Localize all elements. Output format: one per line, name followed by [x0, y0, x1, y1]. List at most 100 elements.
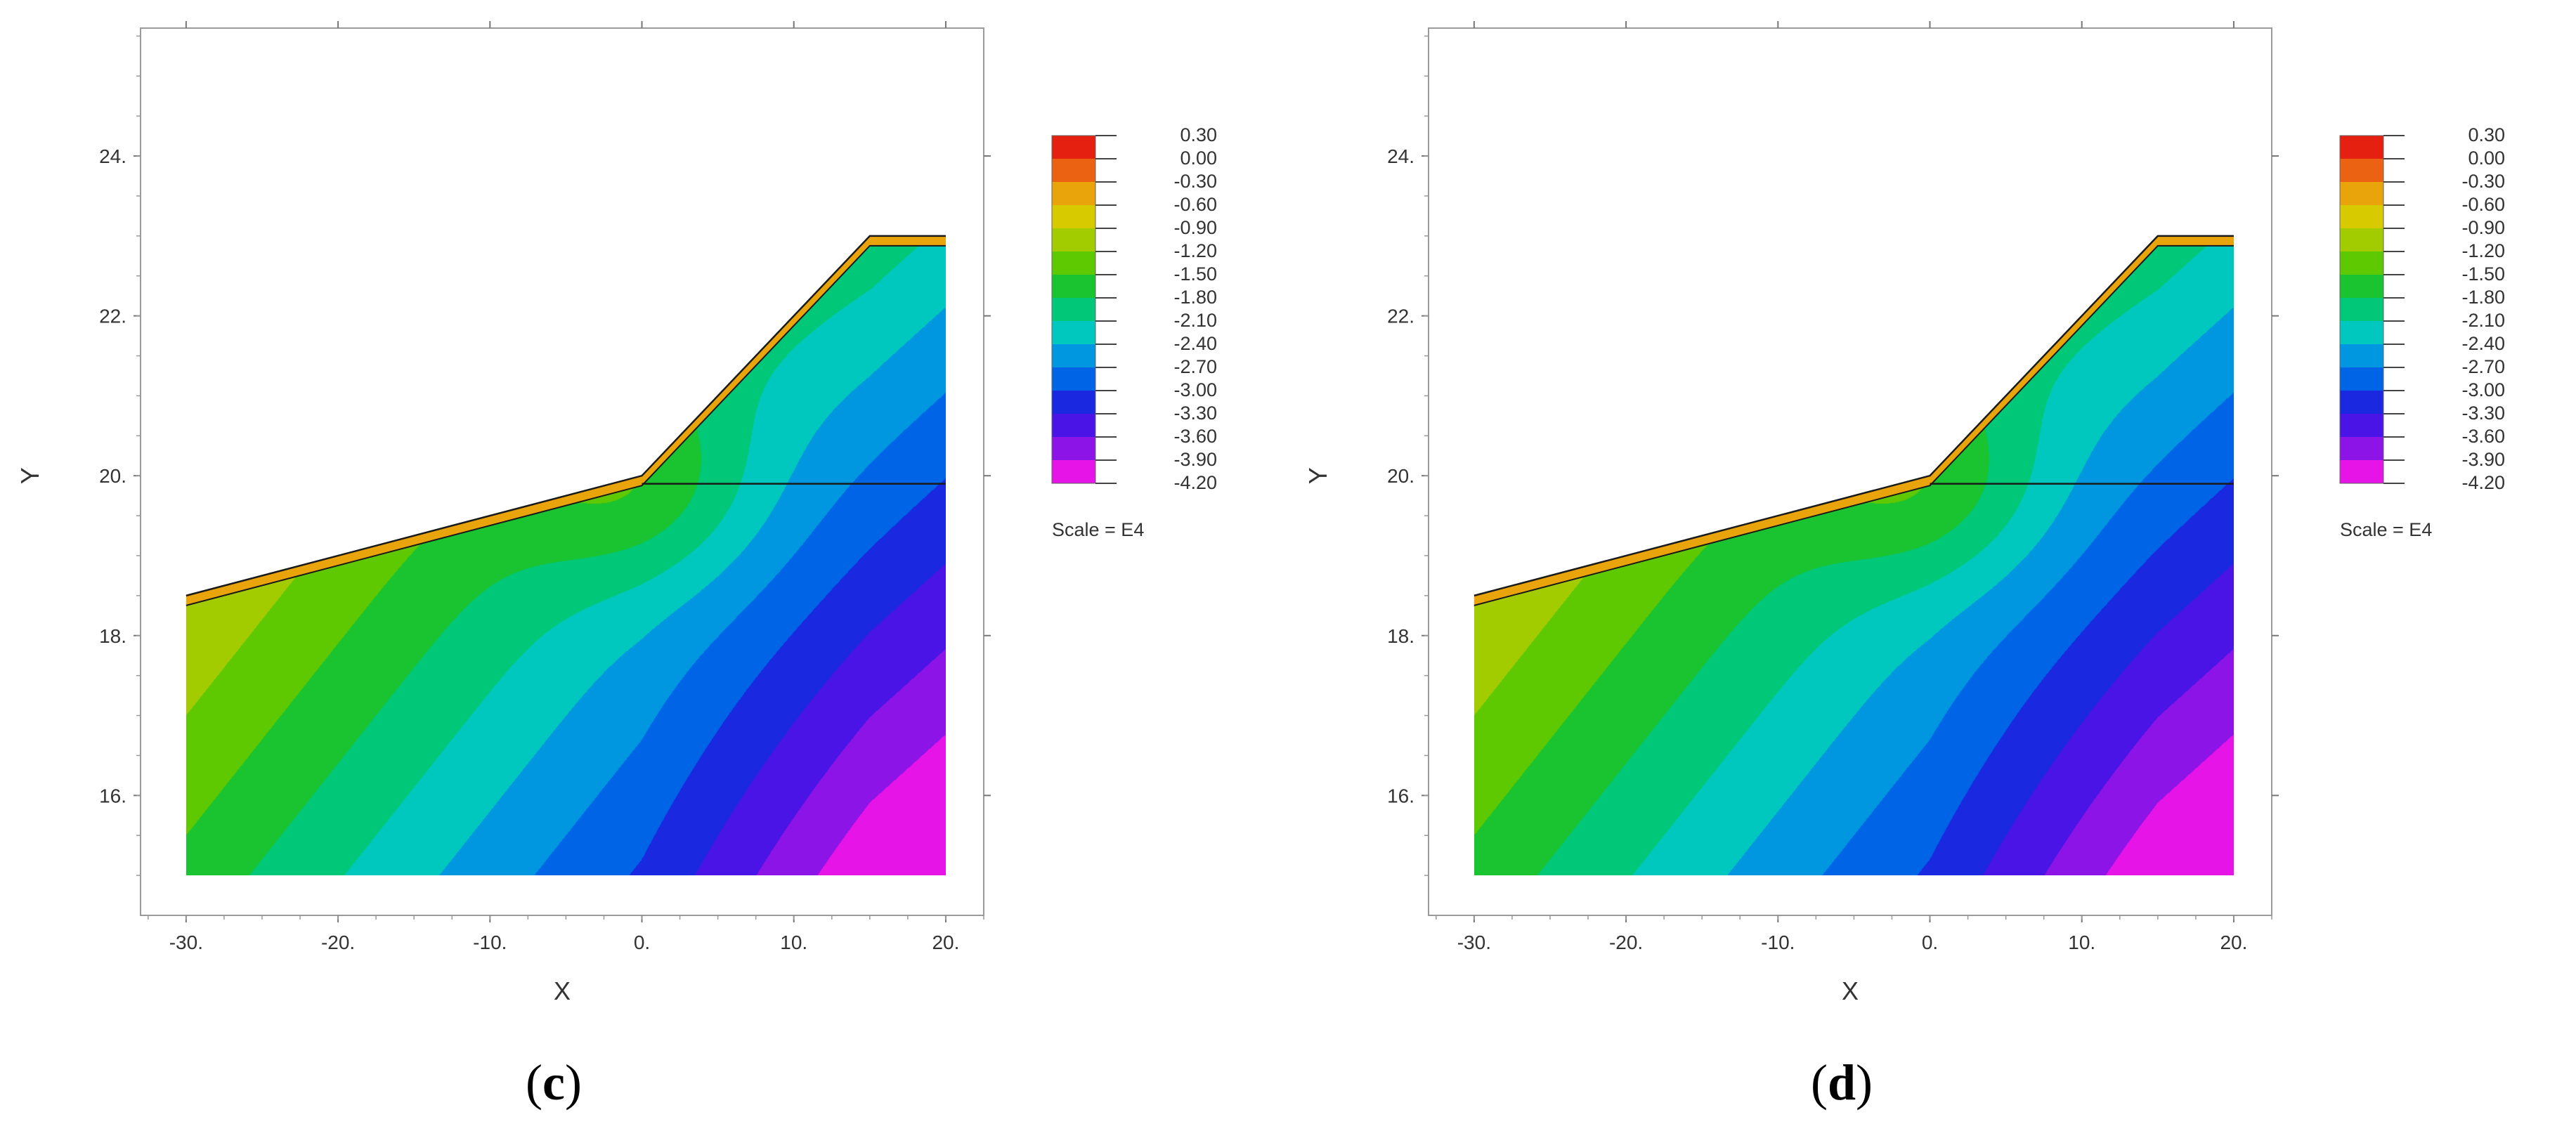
legend-level-label: -0.60: [1173, 194, 1217, 215]
legend-level-label: -1.80: [1173, 287, 1217, 308]
legend-swatch: [2340, 391, 2383, 414]
legend-swatch: [2340, 298, 2383, 321]
legend-swatch: [2340, 460, 2383, 483]
legend-level-label: -1.20: [1173, 240, 1217, 261]
legend-swatch: [2340, 437, 2383, 460]
x-tick-label: -30.: [169, 932, 203, 953]
figure-panel-c: -30. -20. -10. 0. 10. 20. 16. 18. 20. 22. 24. X Y 0.3…: [15, 21, 1217, 1111]
legend-swatch: [1052, 460, 1095, 483]
legend-swatch: [1052, 437, 1095, 460]
y-tick-label: 20.: [1387, 465, 1414, 487]
legend-level-label: -0.90: [2461, 217, 2505, 238]
y-tick-label: 20.: [99, 465, 126, 487]
legend-level-label: -4.20: [1173, 472, 1217, 493]
legend-level-label: -2.10: [1173, 310, 1217, 331]
x-tick-label: 10.: [780, 932, 807, 953]
ground-surface-line: [186, 235, 946, 597]
crust-base-line: [186, 244, 946, 606]
legend-level-label: -2.40: [1173, 333, 1217, 354]
legend-swatch: [1052, 251, 1095, 275]
x-axis-title: X: [1842, 976, 1859, 1005]
contour-field: [1474, 236, 2234, 875]
legend-swatch: [1052, 159, 1095, 182]
legend-colorbar: [1051, 135, 1096, 484]
contour-plot-d: -30. -20. -10. 0. 10. 20. 16. 18. 20. 22. 24. X Y 0.3…: [1303, 21, 2505, 1111]
contour-plot-c: -30. -20. -10. 0. 10. 20. 16. 18. 20. 22. 24. X Y 0.3…: [15, 21, 1217, 1111]
legend-level-label: -3.90: [1173, 449, 1217, 470]
legend-level-label: -2.70: [2461, 356, 2505, 377]
panel-label: (d): [1811, 1054, 1873, 1111]
legend-swatch: [1052, 228, 1095, 251]
legend-swatch: [1052, 205, 1095, 228]
legend-swatch: [2340, 205, 2383, 228]
legend-level-label: -4.20: [2461, 472, 2505, 493]
legend-swatch: [2340, 344, 2383, 367]
y-axis-title: Y: [1303, 467, 1332, 484]
y-tick-label: 24.: [99, 145, 126, 167]
legend-level-label: -3.90: [2461, 449, 2505, 470]
legend-level-label: -3.60: [1173, 426, 1217, 447]
legend-swatch: [1052, 321, 1095, 344]
x-tick-label: -20.: [321, 932, 355, 953]
legend-level-label: 0.30: [2468, 124, 2505, 145]
legend-swatch: [2340, 228, 2383, 251]
x-tick-label: 20.: [2220, 932, 2247, 953]
legend-swatch: [2340, 251, 2383, 275]
legend-swatch: [1052, 275, 1095, 298]
legend-level-label: -0.60: [2461, 194, 2505, 215]
legend-colorbar: [2339, 135, 2384, 484]
legend-level-label: -3.00: [2461, 379, 2505, 400]
legend-swatch: [1052, 367, 1095, 391]
panel-label-letter: c: [542, 1054, 565, 1111]
crust-base-line: [1474, 244, 2234, 606]
x-tick-label: -10.: [473, 932, 507, 953]
legend-level-label: -0.30: [1173, 171, 1217, 192]
legend-scale-note: Scale = E4: [2340, 519, 2432, 540]
legend-level-label: -2.70: [1173, 356, 1217, 377]
panel-label-letter: d: [1828, 1054, 1856, 1111]
figure-panel-d: -30. -20. -10. 0. 10. 20. 16. 18. 20. 22. 24. X Y 0.3…: [1288, 0, 2576, 1124]
legend-level-label: -1.20: [2461, 240, 2505, 261]
legend-swatch: [1052, 136, 1095, 159]
y-tick-label: 24.: [1387, 145, 1414, 167]
legend-swatch: [1052, 182, 1095, 205]
legend-level-label: 0.00: [2468, 148, 2505, 169]
legend-swatch: [2340, 159, 2383, 182]
legend-swatch: [2340, 321, 2383, 344]
legend-level-label: -0.30: [2461, 171, 2505, 192]
legend-level-label: -3.00: [1173, 379, 1217, 400]
legend-level-label: -2.40: [2461, 333, 2505, 354]
legend-swatch: [1052, 344, 1095, 367]
x-tick-label: 0.: [634, 932, 650, 953]
y-tick-label: 18.: [1387, 625, 1414, 647]
legend-level-label: -1.80: [2461, 287, 2505, 308]
y-tick-label: 18.: [99, 625, 126, 647]
legend-level-label: -1.50: [2461, 263, 2505, 285]
legend-level-label: 0.00: [1180, 148, 1217, 169]
legend-swatch: [2340, 367, 2383, 391]
y-tick-label: 22.: [99, 306, 126, 327]
legend-swatch: [1052, 298, 1095, 321]
legend-level-label: -2.10: [2461, 310, 2505, 331]
ground-surface-line: [1474, 235, 2234, 597]
panel-label: (c): [526, 1054, 582, 1111]
y-tick-label: 16.: [99, 785, 126, 806]
x-tick-label: 10.: [2068, 932, 2095, 953]
legend-swatch: [2340, 414, 2383, 437]
contour-field: [186, 236, 946, 875]
legend-level-label: 0.30: [1180, 124, 1217, 145]
x-axis-title: X: [554, 976, 571, 1005]
legend-swatch: [2340, 182, 2383, 205]
x-tick-label: -30.: [1457, 932, 1491, 953]
legend-swatch: [1052, 414, 1095, 437]
legend-level-label: -0.90: [1173, 217, 1217, 238]
x-tick-label: -20.: [1609, 932, 1643, 953]
x-tick-label: 0.: [1922, 932, 1938, 953]
x-tick-label: 20.: [932, 932, 959, 953]
legend-level-label: -3.30: [1173, 403, 1217, 424]
y-tick-label: 16.: [1387, 785, 1414, 806]
legend-swatch: [2340, 275, 2383, 298]
legend-scale-note: Scale = E4: [1052, 519, 1144, 540]
legend-level-label: -1.50: [1173, 263, 1217, 285]
x-tick-label: -10.: [1761, 932, 1795, 953]
